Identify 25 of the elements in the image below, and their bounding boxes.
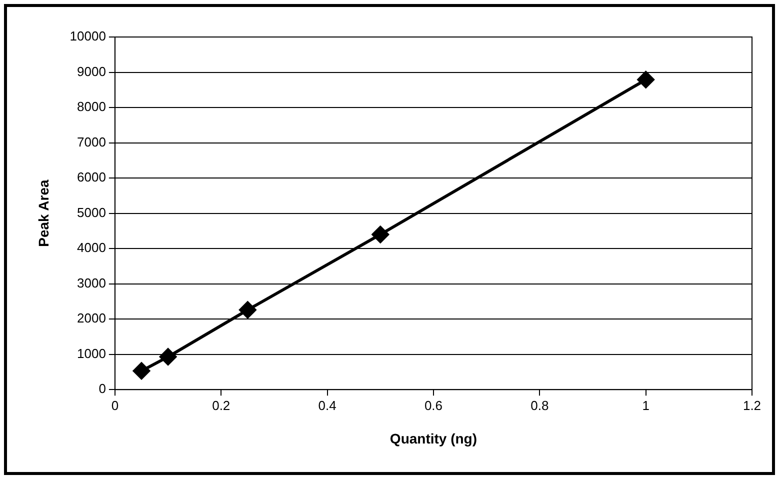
x-tick-label: 0.6 [424, 398, 443, 413]
y-tick-label: 0 [98, 381, 106, 396]
x-tick-label: 1 [642, 398, 650, 413]
x-tick-label: 0.8 [530, 398, 549, 413]
y-tick-label: 10000 [70, 28, 106, 44]
x-tick-label: 0.4 [318, 398, 336, 413]
x-tick-label: 0 [111, 398, 119, 413]
y-tick-label: 7000 [77, 134, 106, 150]
y-tick-label: 5000 [77, 204, 106, 220]
point [637, 71, 654, 88]
y-tick-label: 1000 [77, 346, 106, 361]
point [372, 226, 389, 243]
x-tick-label: 0.2 [212, 398, 230, 413]
y-tick-label: 8000 [77, 99, 106, 114]
y-axis-title: Peak Area [35, 179, 52, 247]
point [239, 301, 256, 318]
y-tick-label: 6000 [77, 170, 106, 185]
x-tick-label: 1.2 [742, 398, 762, 413]
point [132, 362, 150, 380]
point [160, 348, 177, 366]
x-axis-title: Quantity (ng) [390, 430, 478, 446]
y-tick-label: 4000 [77, 240, 106, 256]
y-tick-label: 9000 [77, 64, 106, 79]
y-tick-label: 3000 [77, 275, 106, 290]
y-tick-label: 2000 [77, 310, 106, 326]
